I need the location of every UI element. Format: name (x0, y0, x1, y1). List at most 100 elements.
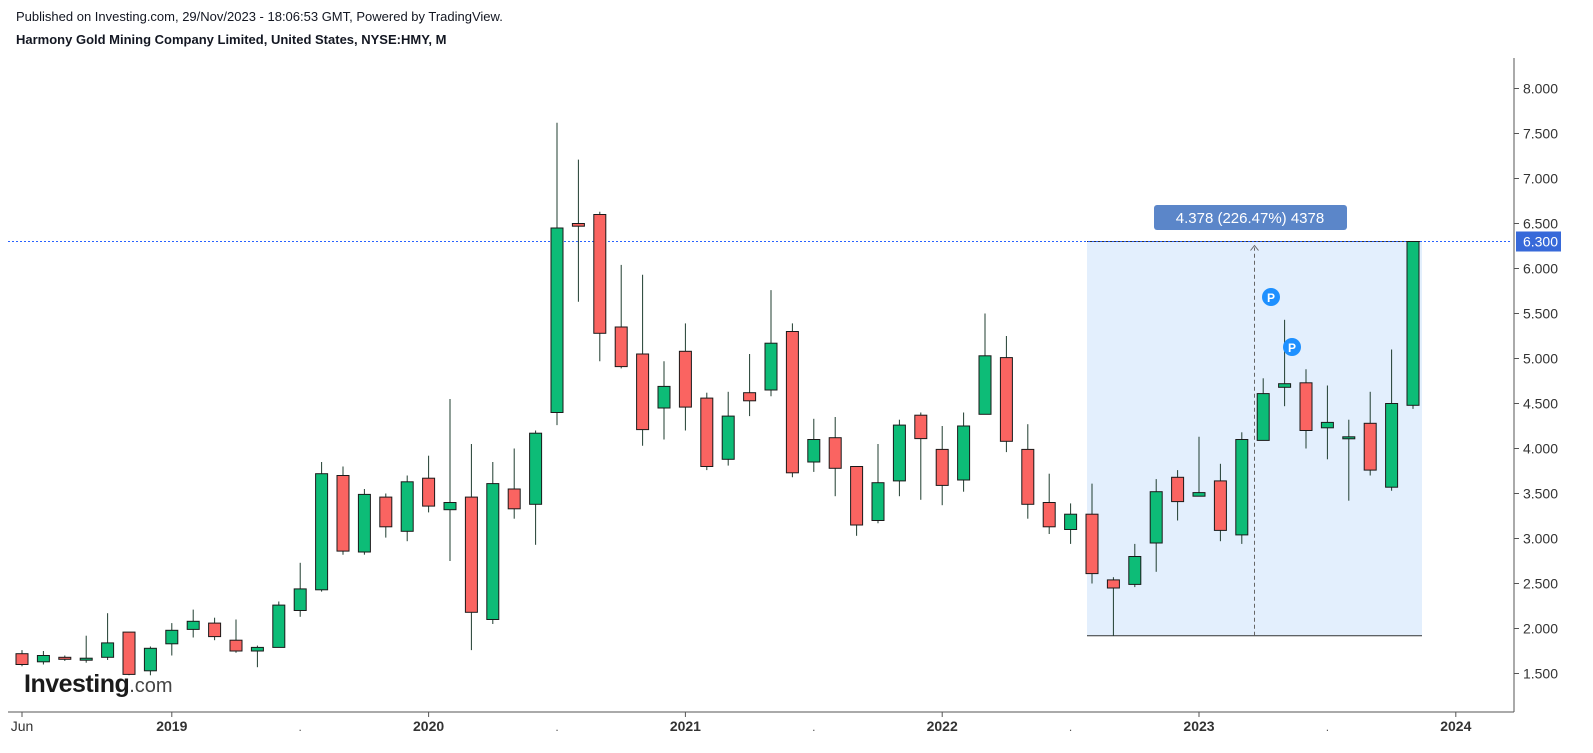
y-tick-label: 4.500 (1523, 396, 1558, 412)
candle-body (550, 227, 564, 413)
x-tick-label: 2024 (1440, 718, 1471, 734)
candle-body (122, 631, 136, 675)
candle-body (143, 647, 157, 672)
candle-body (1171, 476, 1185, 503)
candle-body (657, 385, 671, 409)
candle-body (443, 502, 457, 511)
measure-callout-box (1154, 205, 1347, 230)
investing-logo: Investing.com (24, 670, 173, 699)
p-marker-label: P (1267, 291, 1275, 305)
candle-body (571, 223, 585, 227)
candle-body (957, 425, 971, 481)
candle-body (165, 629, 179, 645)
candle-body (1299, 382, 1313, 431)
x-minor-tick: . (1069, 720, 1072, 734)
candle-body (486, 483, 500, 620)
candle-body (1128, 556, 1142, 585)
candle-body (678, 350, 692, 408)
logo-brand: Investing (24, 670, 130, 698)
candle-body (1042, 502, 1056, 528)
p-marker-icon (1262, 288, 1280, 306)
candle-body (978, 355, 992, 415)
candle-body (379, 496, 393, 528)
x-tick-label: 2021 (670, 718, 701, 734)
x-tick-label: 2022 (927, 718, 958, 734)
candle-body (229, 639, 243, 652)
measure-arrow-head (1250, 244, 1259, 251)
x-tick-label: 2023 (1183, 718, 1214, 734)
candle-body (250, 646, 264, 652)
candle-body (1278, 383, 1292, 388)
candle-body (1342, 436, 1356, 440)
candle-body (871, 482, 885, 522)
candle-body (507, 488, 521, 510)
candle-body (186, 620, 200, 630)
y-tick-label: 2.000 (1523, 621, 1558, 637)
candle-body (1149, 491, 1163, 544)
candle-body (422, 477, 436, 507)
logo-suffix: .com (129, 675, 173, 697)
p-marker-label: P (1288, 341, 1296, 355)
p-marker-icon (1283, 338, 1301, 356)
y-tick-label: 6.500 (1523, 216, 1558, 232)
candle-body (1363, 422, 1377, 471)
candle-body (1106, 579, 1120, 589)
published-caption: Published on Investing.com, 29/Nov/2023 … (16, 9, 503, 24)
candle-body (357, 493, 371, 553)
candle-body (785, 331, 799, 474)
candle-body (1192, 492, 1206, 497)
candle-body (79, 657, 93, 661)
y-tick-label: 5.500 (1523, 306, 1558, 322)
candle-body (400, 481, 414, 532)
candle-body (315, 473, 329, 591)
candle-body (721, 415, 735, 460)
candle-body (336, 475, 350, 552)
candle-body (58, 656, 72, 660)
candle-body (293, 588, 307, 612)
candle-body (593, 214, 607, 334)
x-minor-tick: . (555, 720, 558, 734)
candle-body (914, 414, 928, 440)
last-price-tag (1516, 231, 1561, 252)
candle-body (529, 432, 543, 505)
candle-body (743, 392, 757, 402)
candle-body (1085, 513, 1099, 575)
y-tick-label: 7.500 (1523, 126, 1558, 142)
last-price-label: 6.300 (1523, 234, 1558, 250)
y-tick-label: 5.000 (1523, 351, 1558, 367)
candle-body (101, 642, 115, 658)
candle-body (892, 424, 906, 482)
x-tick-label: Jun (11, 718, 34, 734)
candle-body (208, 622, 222, 638)
candle-body (464, 496, 478, 613)
y-tick-label: 2.500 (1523, 576, 1558, 592)
x-minor-tick: . (812, 720, 815, 734)
symbol-title: Harmony Gold Mining Company Limited, Uni… (16, 32, 447, 47)
candle-body (828, 437, 842, 469)
candle-body (850, 466, 864, 526)
candle-body (15, 653, 29, 666)
candle-body (36, 655, 50, 663)
candle-body (999, 357, 1013, 442)
x-minor-tick: . (299, 720, 302, 734)
candle-body (272, 604, 286, 648)
candle-body (1064, 513, 1078, 531)
candle-body (807, 439, 821, 463)
y-tick-label: 8.000 (1523, 81, 1558, 97)
candle-body (1213, 480, 1227, 531)
y-tick-label: 4.000 (1523, 441, 1558, 457)
candle-body (1385, 403, 1399, 488)
candle-body (1256, 393, 1270, 441)
candle-body (700, 397, 714, 468)
y-tick-label: 1.500 (1523, 666, 1558, 682)
y-tick-label: 7.000 (1523, 171, 1558, 187)
candle-body (636, 353, 650, 431)
candle-body (1406, 241, 1420, 406)
candle-body (764, 342, 778, 391)
y-tick-label: 6.000 (1523, 261, 1558, 277)
y-tick-label: 3.500 (1523, 486, 1558, 502)
x-tick-label: 2020 (413, 718, 444, 734)
candle-body (935, 448, 949, 486)
candle-body (1235, 439, 1249, 536)
